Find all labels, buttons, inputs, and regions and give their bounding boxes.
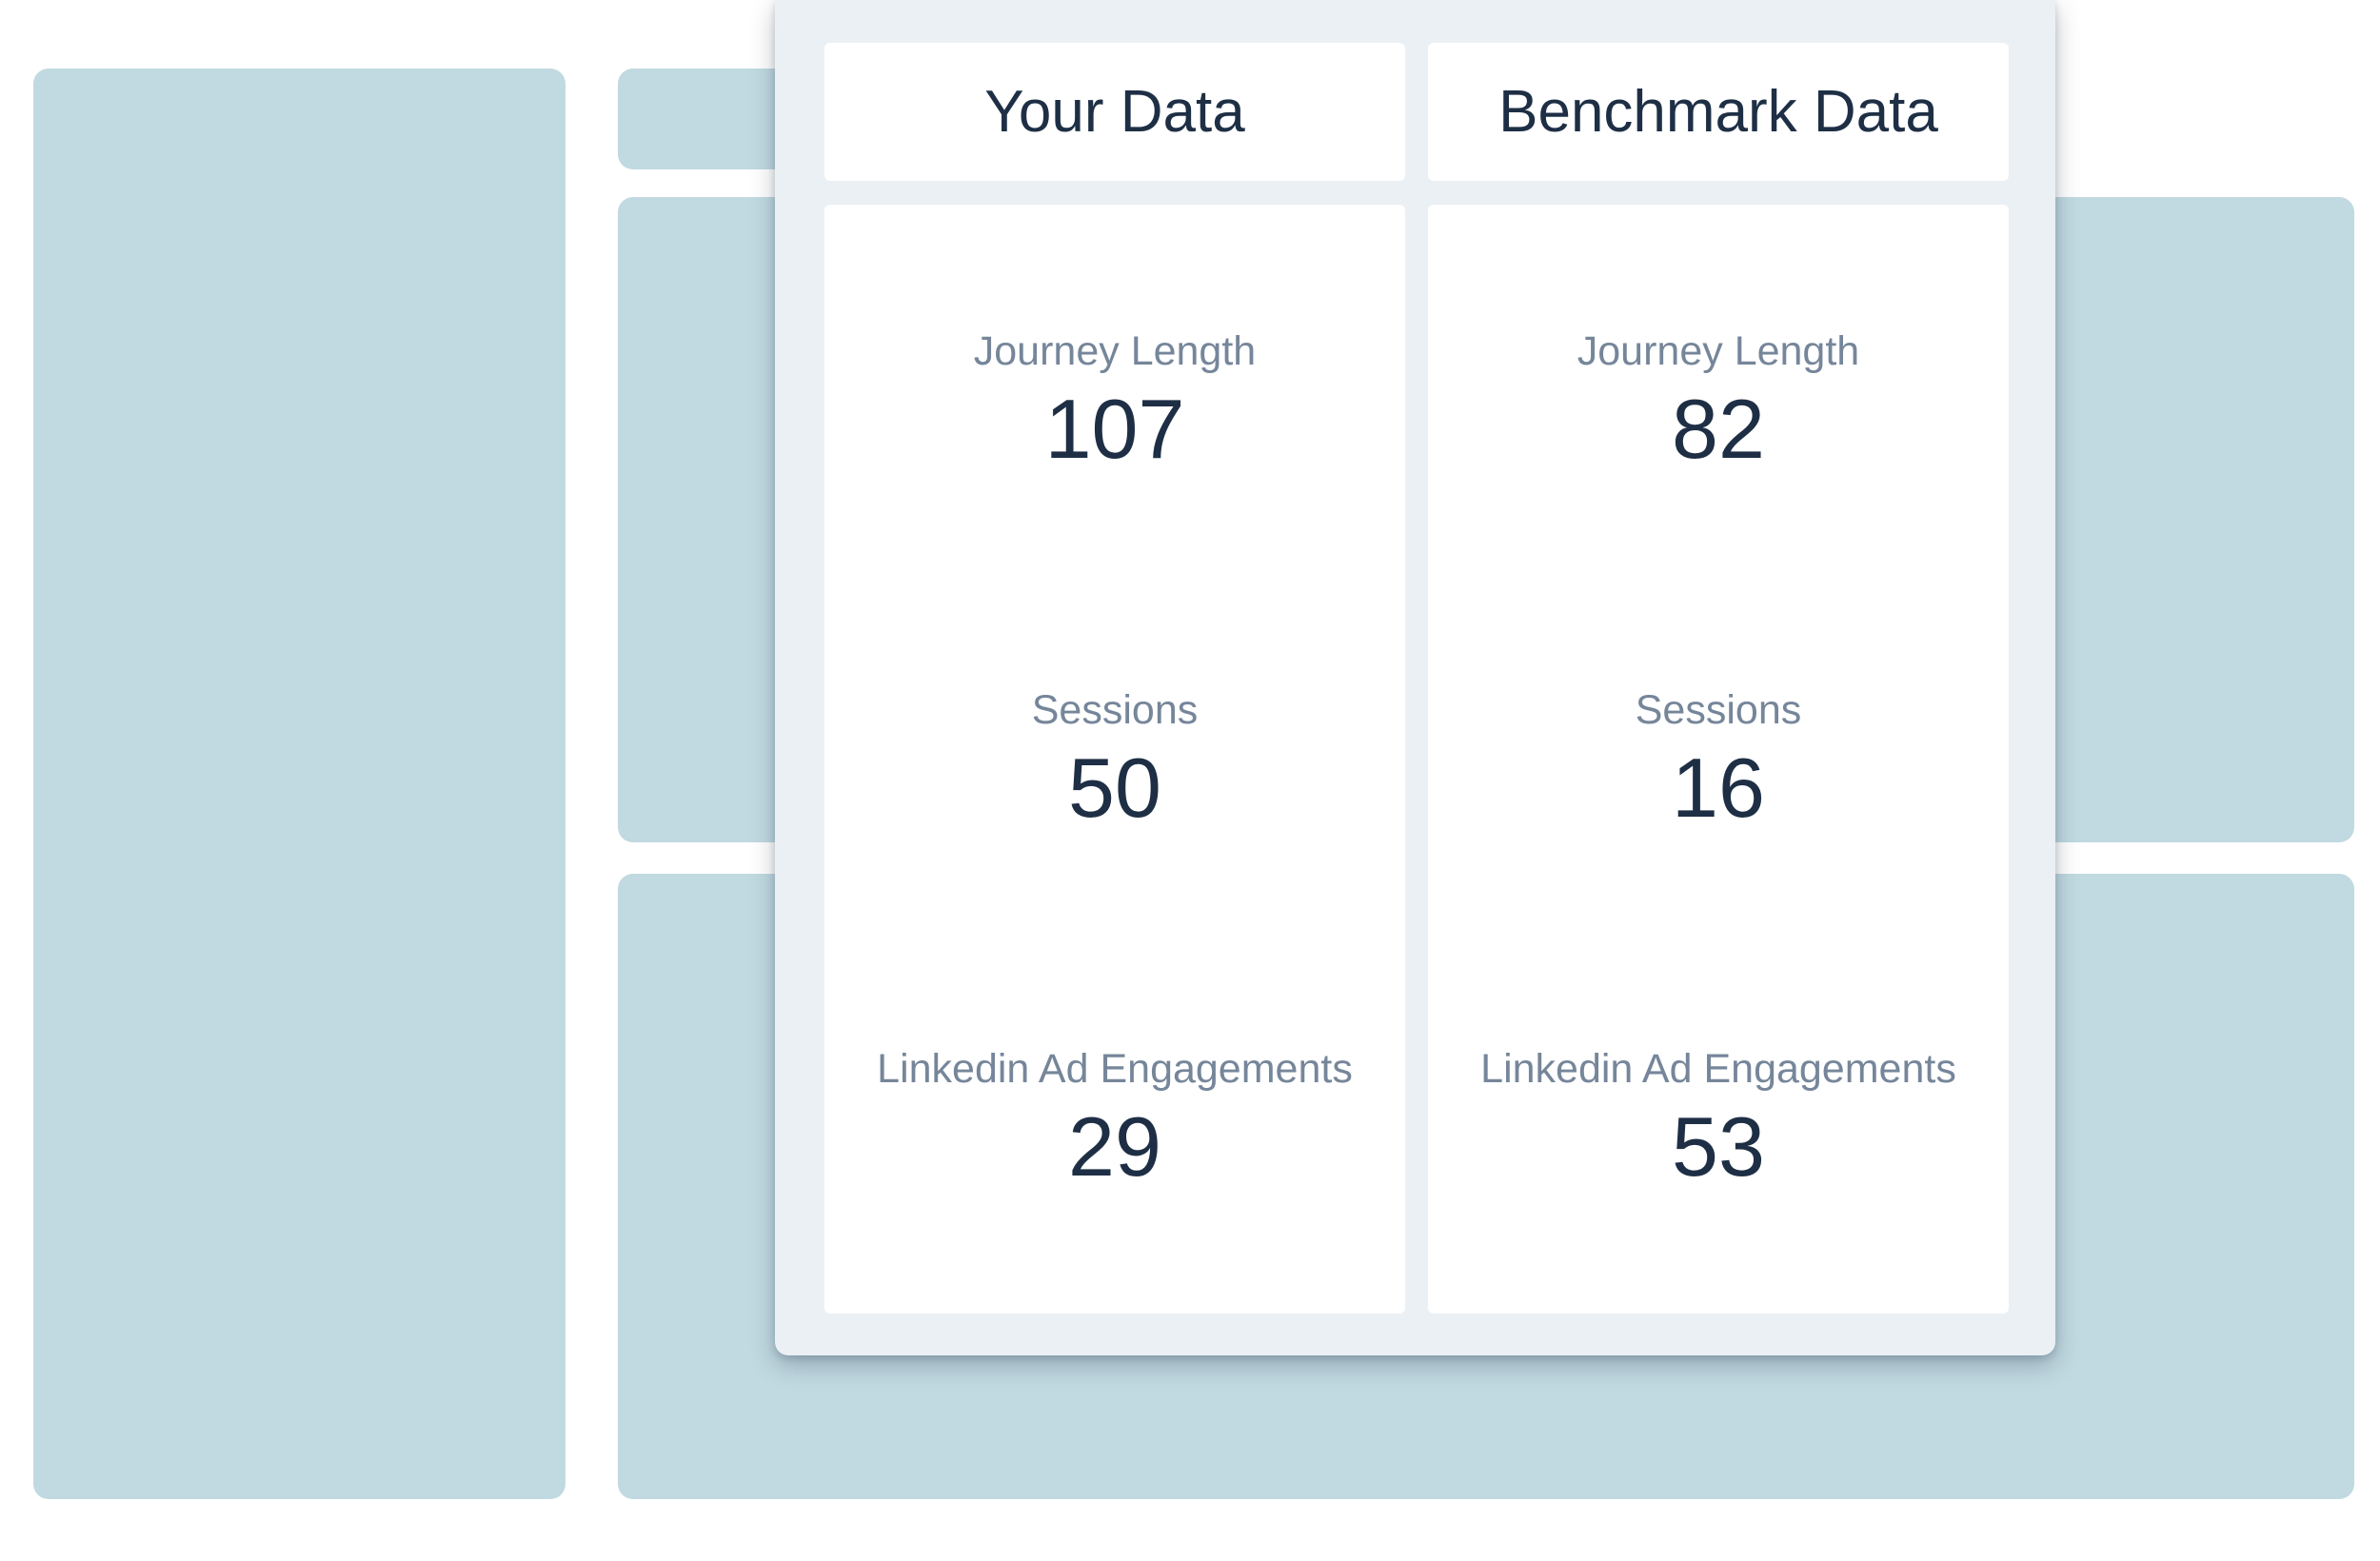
metric-label: Journey Length bbox=[973, 328, 1257, 374]
metric-label: Journey Length bbox=[1577, 328, 1860, 374]
benchmark-data-card: Journey Length 82 Sessions 16 Linkedin A… bbox=[1428, 205, 2009, 1314]
metric-label: Sessions bbox=[1031, 687, 1199, 733]
metric-label: Linkedin Ad Engagements bbox=[877, 1046, 1353, 1092]
metric-label: Linkedin Ad Engagements bbox=[1480, 1046, 1956, 1092]
metric-linkedin-ad-engagements: Linkedin Ad Engagements 29 bbox=[824, 1044, 1405, 1195]
metric-value: 53 bbox=[1672, 1099, 1765, 1194]
your-data-title: Your Data bbox=[824, 43, 1405, 181]
metric-journey-length: Journey Length 82 bbox=[1428, 326, 2009, 477]
metric-value: 50 bbox=[1068, 741, 1161, 835]
comparison-panel: Your Data Journey Length 107 Sessions 50… bbox=[775, 0, 2055, 1355]
metric-value: 82 bbox=[1672, 382, 1765, 476]
metric-value: 107 bbox=[1044, 382, 1185, 476]
metric-value: 29 bbox=[1068, 1099, 1161, 1194]
metric-sessions: Sessions 16 bbox=[1428, 685, 2009, 836]
metric-sessions: Sessions 50 bbox=[824, 685, 1405, 836]
metric-value: 16 bbox=[1672, 741, 1765, 835]
metric-journey-length: Journey Length 107 bbox=[824, 326, 1405, 477]
your-data-card: Journey Length 107 Sessions 50 Linkedin … bbox=[824, 205, 1405, 1314]
metric-linkedin-ad-engagements: Linkedin Ad Engagements 53 bbox=[1428, 1044, 2009, 1195]
background-placeholder-left bbox=[33, 69, 565, 1499]
metric-label: Sessions bbox=[1635, 687, 1802, 733]
benchmark-data-title: Benchmark Data bbox=[1428, 43, 2009, 181]
